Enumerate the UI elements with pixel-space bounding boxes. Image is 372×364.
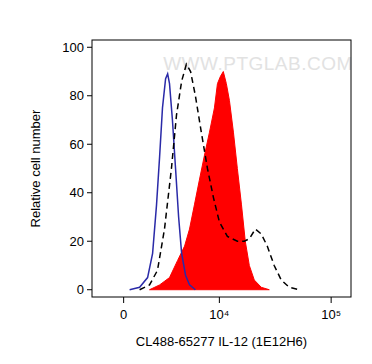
frame (92, 40, 351, 297)
x-tick (219, 297, 220, 303)
y-tick-label: 20 (70, 234, 84, 249)
y-tick-label: 100 (62, 40, 84, 55)
y-tick-label: 60 (70, 137, 84, 152)
y-tick (87, 192, 92, 193)
y-tick (87, 47, 92, 48)
histogram-line (140, 64, 300, 289)
y-tick (87, 241, 92, 242)
x-axis-label: CL488-65277 IL-12 (1E12H6) (136, 334, 307, 349)
x-tick (123, 297, 124, 303)
y-tick-label: 0 (77, 282, 84, 297)
chart: WWW.PTGLAB.COM 0 20 40 60 80 100 0 10⁴ 10⁵ CL488-6… (0, 0, 372, 364)
histogram-line (130, 74, 196, 290)
x-tick-label: 10⁴ (209, 307, 229, 322)
y-tick (87, 95, 92, 96)
plot-area (130, 64, 300, 289)
x-tick-label: 10⁵ (321, 307, 341, 322)
x-tick (331, 297, 332, 303)
y-tick-label: 40 (70, 185, 84, 200)
y-axis-label: Relative cell number (28, 109, 43, 227)
y-tick (87, 144, 92, 145)
y-tick-label: 80 (70, 88, 84, 103)
y-tick (87, 289, 92, 290)
watermark: WWW.PTGLAB.COM (163, 53, 353, 74)
x-tick-label: 0 (120, 307, 127, 322)
